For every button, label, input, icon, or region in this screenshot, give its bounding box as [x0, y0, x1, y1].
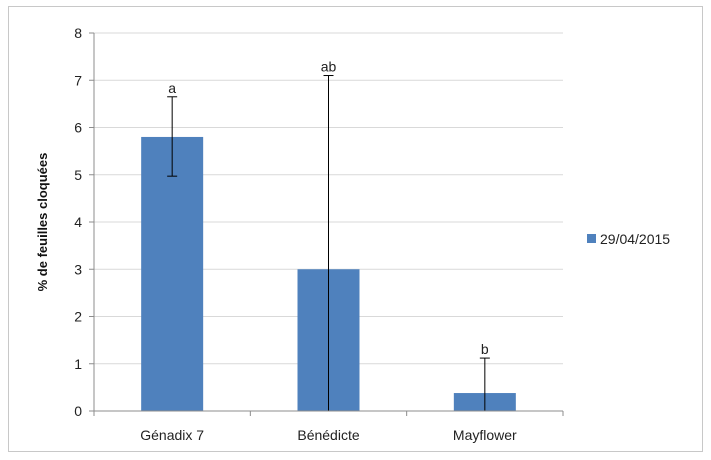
significance-labels: a ab b — [168, 59, 489, 358]
y-tick-label: 1 — [74, 356, 82, 372]
y-tick-label: 6 — [74, 120, 82, 136]
significance-label: ab — [321, 59, 337, 75]
chart-frame: 0 1 2 3 4 5 6 7 8 a ab b Génadix 7 Bénédicte Mayflow… — [8, 6, 703, 452]
y-tick-label: 0 — [74, 403, 82, 419]
y-axis-ticks: 0 1 2 3 4 5 6 7 8 — [74, 25, 94, 419]
y-tick-label: 3 — [74, 261, 82, 277]
significance-label: a — [168, 80, 176, 96]
x-tick-label: Génadix 7 — [140, 427, 204, 443]
bar-chart: 0 1 2 3 4 5 6 7 8 a ab b Génadix 7 Bénédicte Mayflow… — [35, 25, 670, 443]
legend: 29/04/2015 — [587, 231, 670, 247]
y-tick-label: 2 — [74, 309, 82, 325]
x-tick-label: Mayflower — [453, 427, 517, 443]
x-tick-label: Bénédicte — [297, 427, 359, 443]
significance-label: b — [481, 341, 489, 357]
x-axis-labels: Génadix 7 Bénédicte Mayflower — [93, 411, 564, 443]
y-tick-label: 5 — [74, 167, 82, 183]
error-bars — [167, 75, 490, 411]
y-axis-label: % de feuilles cloquées — [35, 153, 50, 292]
bar — [141, 136, 204, 411]
y-tick-label: 4 — [74, 214, 82, 230]
legend-label: 29/04/2015 — [600, 231, 670, 247]
y-tick-label: 7 — [74, 72, 82, 88]
y-tick-label: 8 — [74, 25, 82, 41]
legend-swatch — [587, 234, 596, 243]
